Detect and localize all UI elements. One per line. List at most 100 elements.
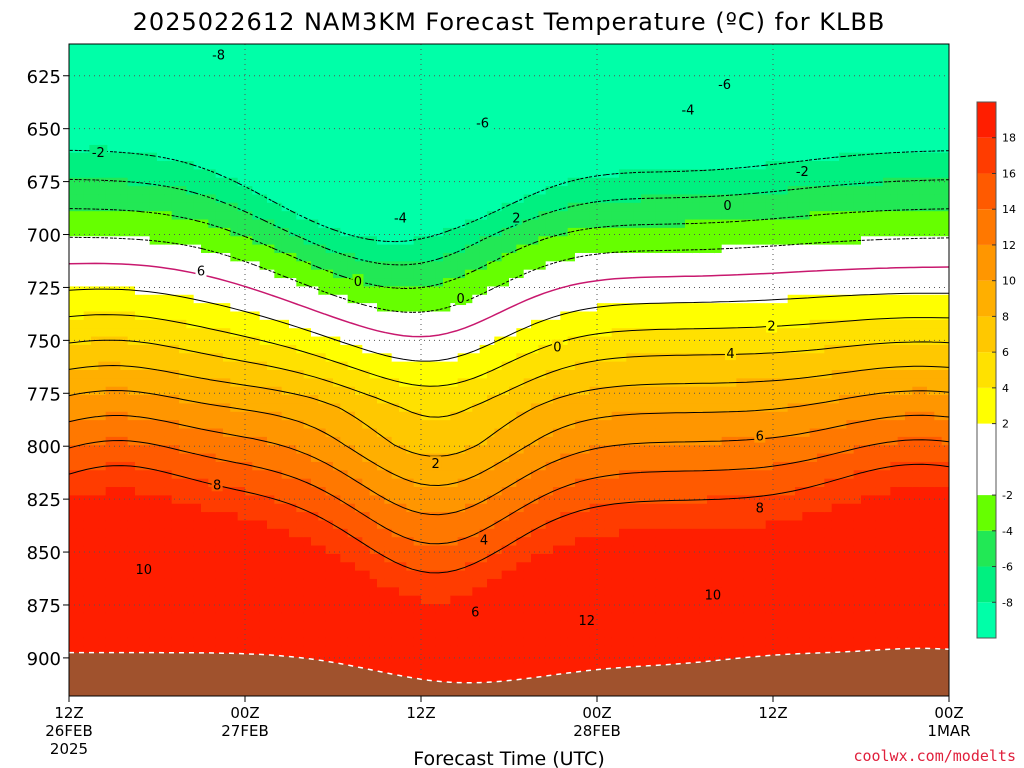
temperature-cell bbox=[135, 102, 143, 112]
temperature-cell bbox=[215, 219, 224, 229]
temperature-cell bbox=[289, 236, 297, 246]
temperature-cell bbox=[135, 386, 143, 396]
temperature-cell bbox=[201, 219, 209, 229]
temperature-cell bbox=[501, 487, 510, 496]
temperature-cell bbox=[303, 344, 312, 354]
temperature-cell bbox=[98, 428, 107, 438]
temperature-cell bbox=[186, 612, 195, 622]
temperature-cell bbox=[369, 411, 378, 421]
temperature-cell bbox=[443, 202, 451, 212]
temperature-cell bbox=[333, 85, 341, 95]
temperature-cell bbox=[69, 236, 77, 246]
temperature-cell bbox=[142, 244, 151, 254]
temperature-cell bbox=[267, 370, 275, 379]
temperature-cell bbox=[318, 336, 327, 346]
temperature-cell bbox=[91, 620, 99, 630]
temperature-cell bbox=[223, 436, 231, 446]
temperature-cell bbox=[523, 645, 532, 655]
temperature-cell bbox=[413, 60, 422, 70]
temperature-cell bbox=[179, 445, 187, 455]
temperature-cell bbox=[91, 77, 99, 87]
temperature-cell bbox=[531, 102, 539, 112]
temperature-cell bbox=[465, 670, 473, 680]
temperature-cell bbox=[377, 378, 385, 388]
temperature-cell bbox=[325, 85, 334, 95]
temperature-cell bbox=[311, 336, 319, 346]
temperature-cell bbox=[340, 303, 349, 313]
temperature-cell bbox=[311, 244, 319, 254]
temperature-cell bbox=[384, 528, 393, 538]
temperature-cell bbox=[531, 303, 539, 313]
temperature-cell bbox=[296, 595, 305, 605]
temperature-cell bbox=[223, 537, 231, 547]
temperature-cell bbox=[465, 495, 473, 505]
temperature-cell bbox=[76, 587, 85, 597]
temperature-cell bbox=[120, 169, 129, 179]
temperature-cell bbox=[523, 386, 532, 396]
temperature-cell bbox=[76, 110, 85, 120]
temperature-cell bbox=[201, 110, 209, 120]
temperature-cell bbox=[494, 44, 503, 53]
temperature-cell bbox=[428, 495, 437, 505]
temperature-cell bbox=[113, 612, 121, 622]
temperature-cell bbox=[340, 420, 349, 430]
temperature-cell bbox=[465, 520, 473, 530]
temperature-cell bbox=[457, 303, 466, 313]
temperature-cell bbox=[186, 303, 195, 313]
temperature-cell bbox=[91, 461, 99, 471]
temperature-cell bbox=[171, 127, 180, 137]
temperature-cell bbox=[311, 620, 319, 630]
temperature-cell bbox=[457, 227, 466, 237]
temperature-cell bbox=[384, 227, 393, 237]
temperature-cell bbox=[494, 85, 503, 95]
temperature-cell bbox=[487, 578, 495, 588]
temperature-cell bbox=[83, 52, 92, 62]
temperature-cell bbox=[83, 353, 92, 363]
temperature-cell bbox=[443, 85, 451, 95]
temperature-cell bbox=[252, 169, 261, 179]
temperature-cell bbox=[245, 378, 253, 388]
temperature-cell bbox=[347, 512, 356, 522]
temperature-cell bbox=[230, 411, 239, 421]
temperature-cell bbox=[516, 85, 525, 95]
temperature-cell bbox=[105, 520, 114, 530]
temperature-cell bbox=[135, 553, 143, 563]
temperature-cell bbox=[98, 278, 107, 288]
temperature-cell bbox=[76, 553, 85, 563]
temperature-cell bbox=[443, 645, 451, 655]
temperature-cell bbox=[208, 370, 217, 379]
temperature-cell bbox=[149, 428, 158, 438]
temperature-cell bbox=[384, 44, 393, 53]
temperature-cell bbox=[83, 286, 92, 296]
temperature-cell bbox=[281, 44, 290, 53]
temperature-cell bbox=[413, 445, 422, 455]
temperature-cell bbox=[193, 545, 202, 555]
temperature-cell bbox=[428, 152, 437, 162]
temperature-cell bbox=[369, 252, 378, 262]
temperature-cell bbox=[494, 503, 503, 513]
temperature-cell bbox=[289, 612, 297, 622]
temperature-cell bbox=[259, 528, 268, 538]
temperature-cell bbox=[201, 60, 209, 70]
temperature-cell bbox=[135, 60, 143, 70]
temperature-cell bbox=[215, 119, 224, 129]
temperature-cell bbox=[259, 570, 268, 580]
temperature-cell bbox=[362, 303, 371, 313]
temperature-cell bbox=[208, 487, 217, 496]
temperature-cell bbox=[494, 453, 503, 463]
temperature-cell bbox=[208, 286, 217, 296]
temperature-cell bbox=[149, 386, 158, 396]
temperature-cell bbox=[340, 319, 349, 329]
temperature-cell bbox=[443, 169, 451, 179]
temperature-cell bbox=[120, 420, 129, 430]
temperature-cell bbox=[472, 587, 481, 597]
temperature-cell bbox=[406, 161, 415, 170]
temperature-cell bbox=[487, 670, 495, 680]
temperature-cell bbox=[479, 261, 488, 271]
temperature-cell bbox=[487, 336, 495, 346]
temperature-cell bbox=[443, 252, 451, 262]
temperature-cell bbox=[494, 319, 503, 329]
temperature-cell bbox=[369, 562, 378, 572]
temperature-cell bbox=[171, 570, 180, 580]
temperature-cell bbox=[281, 445, 290, 455]
